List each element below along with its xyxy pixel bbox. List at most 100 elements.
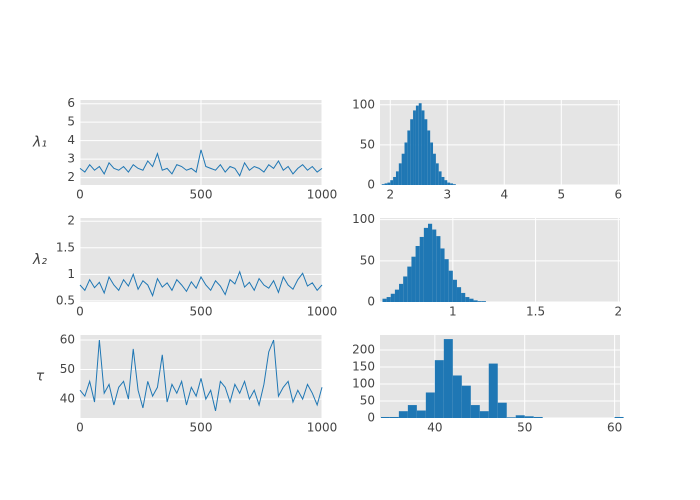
subplot: 0 50 100 2 3 4 5 6 xyxy=(352,97,622,201)
y-tick-label: 100 xyxy=(352,97,375,111)
histogram-bar xyxy=(524,416,534,418)
y-tick-label: 0 xyxy=(367,295,375,309)
histogram-bar xyxy=(427,130,431,185)
histogram-bar xyxy=(395,171,399,185)
y-tick-label: 50 xyxy=(360,137,375,151)
histogram-bar xyxy=(380,416,390,418)
histogram-bar xyxy=(416,410,426,418)
y-tick-label: 1 xyxy=(67,267,75,281)
histogram-bar xyxy=(423,227,428,302)
histogram-bar xyxy=(398,411,408,418)
histogram-bar xyxy=(407,266,412,302)
x-tick-label: 5 xyxy=(557,188,565,202)
x-tick-label: 500 xyxy=(190,188,213,202)
histogram-bar xyxy=(435,163,439,185)
histogram-bar xyxy=(399,283,404,302)
histogram-bar xyxy=(432,229,437,302)
histogram-bar xyxy=(443,339,453,418)
y-tick-label: 4 xyxy=(67,133,75,147)
x-tick-label: 60 xyxy=(607,421,622,435)
histogram-bar xyxy=(390,180,394,185)
histogram-bar xyxy=(447,182,451,185)
x-tick-label: 0 xyxy=(76,188,84,202)
histogram-bar xyxy=(430,142,434,185)
histogram-bar xyxy=(387,182,391,185)
y-tick-label: 100 xyxy=(352,376,375,390)
histogram-bar xyxy=(506,417,516,418)
x-tick-label: 6 xyxy=(614,188,622,202)
y-tick-label: 3 xyxy=(67,152,75,166)
histogram-bar xyxy=(424,119,428,185)
histogram-bar xyxy=(407,405,417,418)
y-tick-label: 0 xyxy=(367,411,375,425)
x-tick-label: 1 xyxy=(449,305,457,319)
histogram-bar xyxy=(452,375,462,418)
y-tick-label: 50 xyxy=(360,253,375,267)
histogram-bar xyxy=(444,180,448,185)
histogram-bar xyxy=(440,248,445,302)
subplot: 0 50 100 150 200 40 50 60 xyxy=(352,335,624,435)
subplot: 40 50 60 0 500 1000 τ xyxy=(36,333,337,435)
trace-line xyxy=(79,149,323,177)
x-tick-label: 500 xyxy=(190,421,213,435)
histogram-bar xyxy=(452,279,457,302)
histogram-bar xyxy=(614,416,624,418)
y-tick-label: 1.5 xyxy=(56,240,75,254)
histogram-bar xyxy=(470,405,480,418)
histogram-bar xyxy=(398,163,402,185)
y-tick-label: 100 xyxy=(352,212,375,226)
y-tick-label: 5 xyxy=(67,115,75,129)
y-tick-label: 50 xyxy=(60,362,75,376)
subplot: 0.5 1 1.5 2 0 500 1000 λ₂ xyxy=(32,214,337,319)
histogram-bar xyxy=(411,256,416,302)
histogram-bar xyxy=(404,142,408,185)
histogram-bar xyxy=(410,119,414,185)
histogram-bar xyxy=(469,298,474,302)
histogram-bar xyxy=(401,153,405,185)
histogram-bar xyxy=(428,223,433,302)
histogram-bar xyxy=(413,110,416,185)
x-tick-label: 1.5 xyxy=(526,305,545,319)
histogram-bar xyxy=(393,176,396,185)
y-tick-label: 60 xyxy=(60,333,75,347)
y-tick-label: 0.5 xyxy=(56,293,75,307)
y-tick-label: 6 xyxy=(67,96,75,110)
histogram-bar xyxy=(381,184,385,185)
histogram-bar xyxy=(452,184,456,185)
x-tick-label: 1000 xyxy=(307,421,338,435)
y-tick-label: 50 xyxy=(360,393,375,407)
x-tick-label: 500 xyxy=(190,305,213,319)
histogram-bar xyxy=(515,415,525,418)
histogram-bar xyxy=(481,301,486,302)
y-tick-label: 150 xyxy=(352,359,375,373)
y-tick-label: 40 xyxy=(60,392,75,406)
x-tick-label: 0 xyxy=(76,421,84,435)
x-tick-label: 2 xyxy=(386,188,394,202)
subplot: 2 3 4 5 6 0 500 1000 λ₁ xyxy=(32,96,337,201)
histogram-bar xyxy=(444,259,449,302)
y-tick-label: 2 xyxy=(67,214,75,228)
histogram-bar xyxy=(421,110,425,185)
histogram-bar xyxy=(415,105,419,185)
histogram-bar xyxy=(386,297,391,302)
histogram-bar xyxy=(461,385,471,418)
histogram-bar xyxy=(434,360,444,418)
histogram-bar xyxy=(390,293,395,302)
histogram-bar xyxy=(450,183,453,185)
subplot: 0 50 100 1 1.5 2 xyxy=(352,212,622,318)
histogram-bar xyxy=(448,270,453,302)
x-tick-label: 50 xyxy=(517,421,532,435)
histogram-bar xyxy=(479,411,489,418)
histogram-bar xyxy=(415,246,420,302)
x-tick-label: 40 xyxy=(427,421,442,435)
histogram-bar xyxy=(497,402,507,418)
y-axis-label: λ₂ xyxy=(32,252,47,268)
x-tick-label: 3 xyxy=(443,188,451,202)
y-tick-label: 2 xyxy=(67,170,75,184)
x-tick-label: 0 xyxy=(76,305,84,319)
histogram-bar xyxy=(461,292,466,302)
histogram-bar xyxy=(488,363,498,418)
histogram-bar xyxy=(477,301,482,302)
histogram-bar xyxy=(419,236,424,302)
